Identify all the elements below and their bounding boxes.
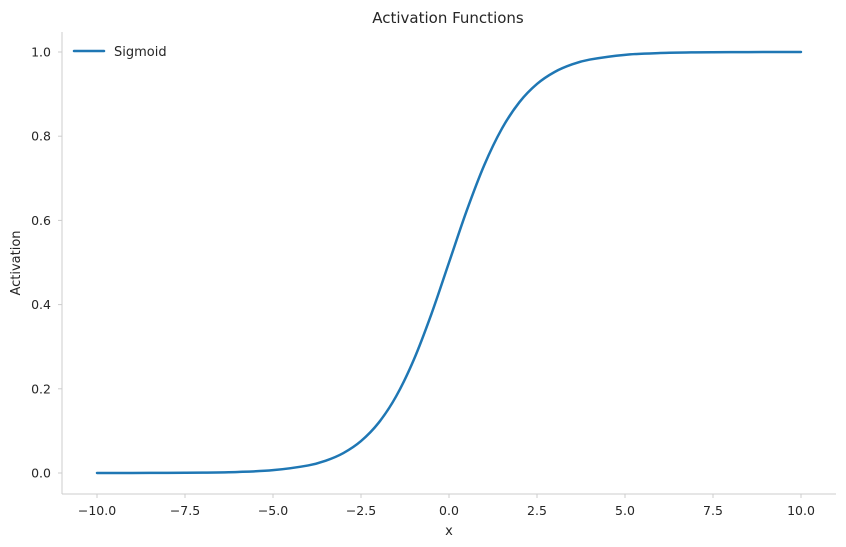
y-tick-label: 0.0 [31,466,51,481]
x-tick-label: 2.5 [527,503,547,518]
x-tick-label: 10.0 [787,503,815,518]
x-tick-label: 5.0 [615,503,635,518]
legend-label-sigmoid: Sigmoid [114,45,167,60]
series-line-sigmoid [95,50,803,475]
x-tick-label: −5.0 [258,503,288,518]
y-tick-label: 0.8 [31,129,51,144]
y-tick-label: 0.4 [31,297,51,312]
x-axis-ticks: −10.0 −7.5 −5.0 −2.5 0.0 2.5 5.0 7.5 10.0 [78,494,815,518]
y-tick-label: 0.6 [31,213,51,228]
y-axis-label: Activation [9,230,24,295]
y-tick-label: 1.0 [31,45,51,60]
y-axis-ticks: 0.0 0.2 0.4 0.6 0.8 1.0 [31,45,62,481]
x-axis-label: x [445,524,453,539]
x-tick-label: −2.5 [346,503,376,518]
y-tick-label: 0.2 [31,381,51,396]
legend: Sigmoid [72,45,167,60]
x-tick-label: −7.5 [170,503,200,518]
series-layer [95,50,803,475]
x-tick-label: 7.5 [703,503,723,518]
x-tick-label: −10.0 [78,503,116,518]
chart-title: Activation Functions [372,9,524,27]
x-tick-label: 0.0 [439,503,459,518]
